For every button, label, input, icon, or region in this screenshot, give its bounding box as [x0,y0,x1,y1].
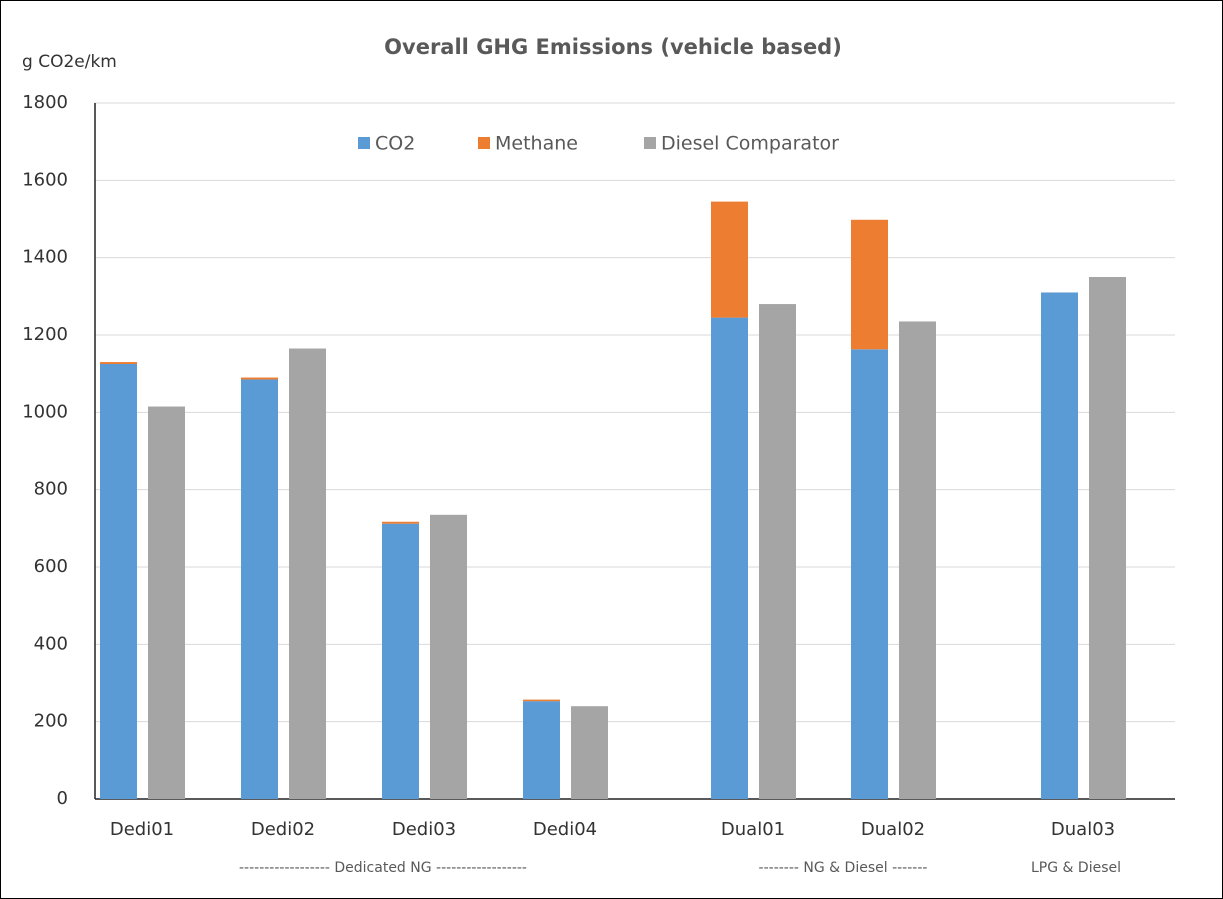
x-tick-label: Dedi04 [533,819,597,840]
bar [382,521,419,524]
bar [430,514,467,799]
chart-title: Overall GHG Emissions (vehicle based) [384,35,842,59]
bar [241,377,278,380]
bar [382,523,419,799]
y-tick-label: 1800 [22,92,68,113]
y-tick-label: 1400 [22,247,68,268]
y-tick-label: 600 [34,556,68,577]
bar [851,219,888,350]
legend-swatch [644,137,656,149]
y-tick-label: 200 [34,711,68,732]
x-tick-label: Dual03 [1051,819,1115,840]
bar [711,317,748,799]
bar [523,701,560,799]
bar [899,321,936,799]
y-tick-label: 1600 [22,169,68,190]
bar [241,379,278,799]
legend-swatch [358,137,370,149]
bar [1041,292,1078,799]
bar [711,201,748,318]
bar [571,706,608,799]
bar [1089,277,1126,799]
x-tick-label: Dedi01 [110,819,174,840]
bar [100,362,137,364]
bar [148,406,185,799]
bar [100,364,137,799]
group-label: -------- NG & Diesel ------- [759,860,928,876]
legend-label: CO2 [375,133,415,155]
x-tick-label: Dedi02 [251,819,315,840]
x-tick-label: Dual02 [861,819,925,840]
legend-label: Diesel Comparator [661,133,839,155]
y-tick-label: 0 [57,788,68,809]
bar [289,348,326,799]
y-tick-label: 1000 [22,401,68,422]
y-tick-label: 1200 [22,324,68,345]
group-label: LPG & Diesel [1031,860,1121,876]
legend-label: Methane [495,133,578,155]
bar [523,699,560,702]
bar [851,349,888,799]
bar [759,304,796,799]
x-tick-label: Dual01 [721,819,785,840]
group-label: ------------------ Dedicated NG --------… [239,860,527,876]
y-tick-label: 800 [34,479,68,500]
y-tick-label: 400 [34,633,68,654]
x-tick-label: Dedi03 [392,819,456,840]
y-axis-label: g CO2e/km [22,52,117,72]
legend-swatch [478,137,490,149]
